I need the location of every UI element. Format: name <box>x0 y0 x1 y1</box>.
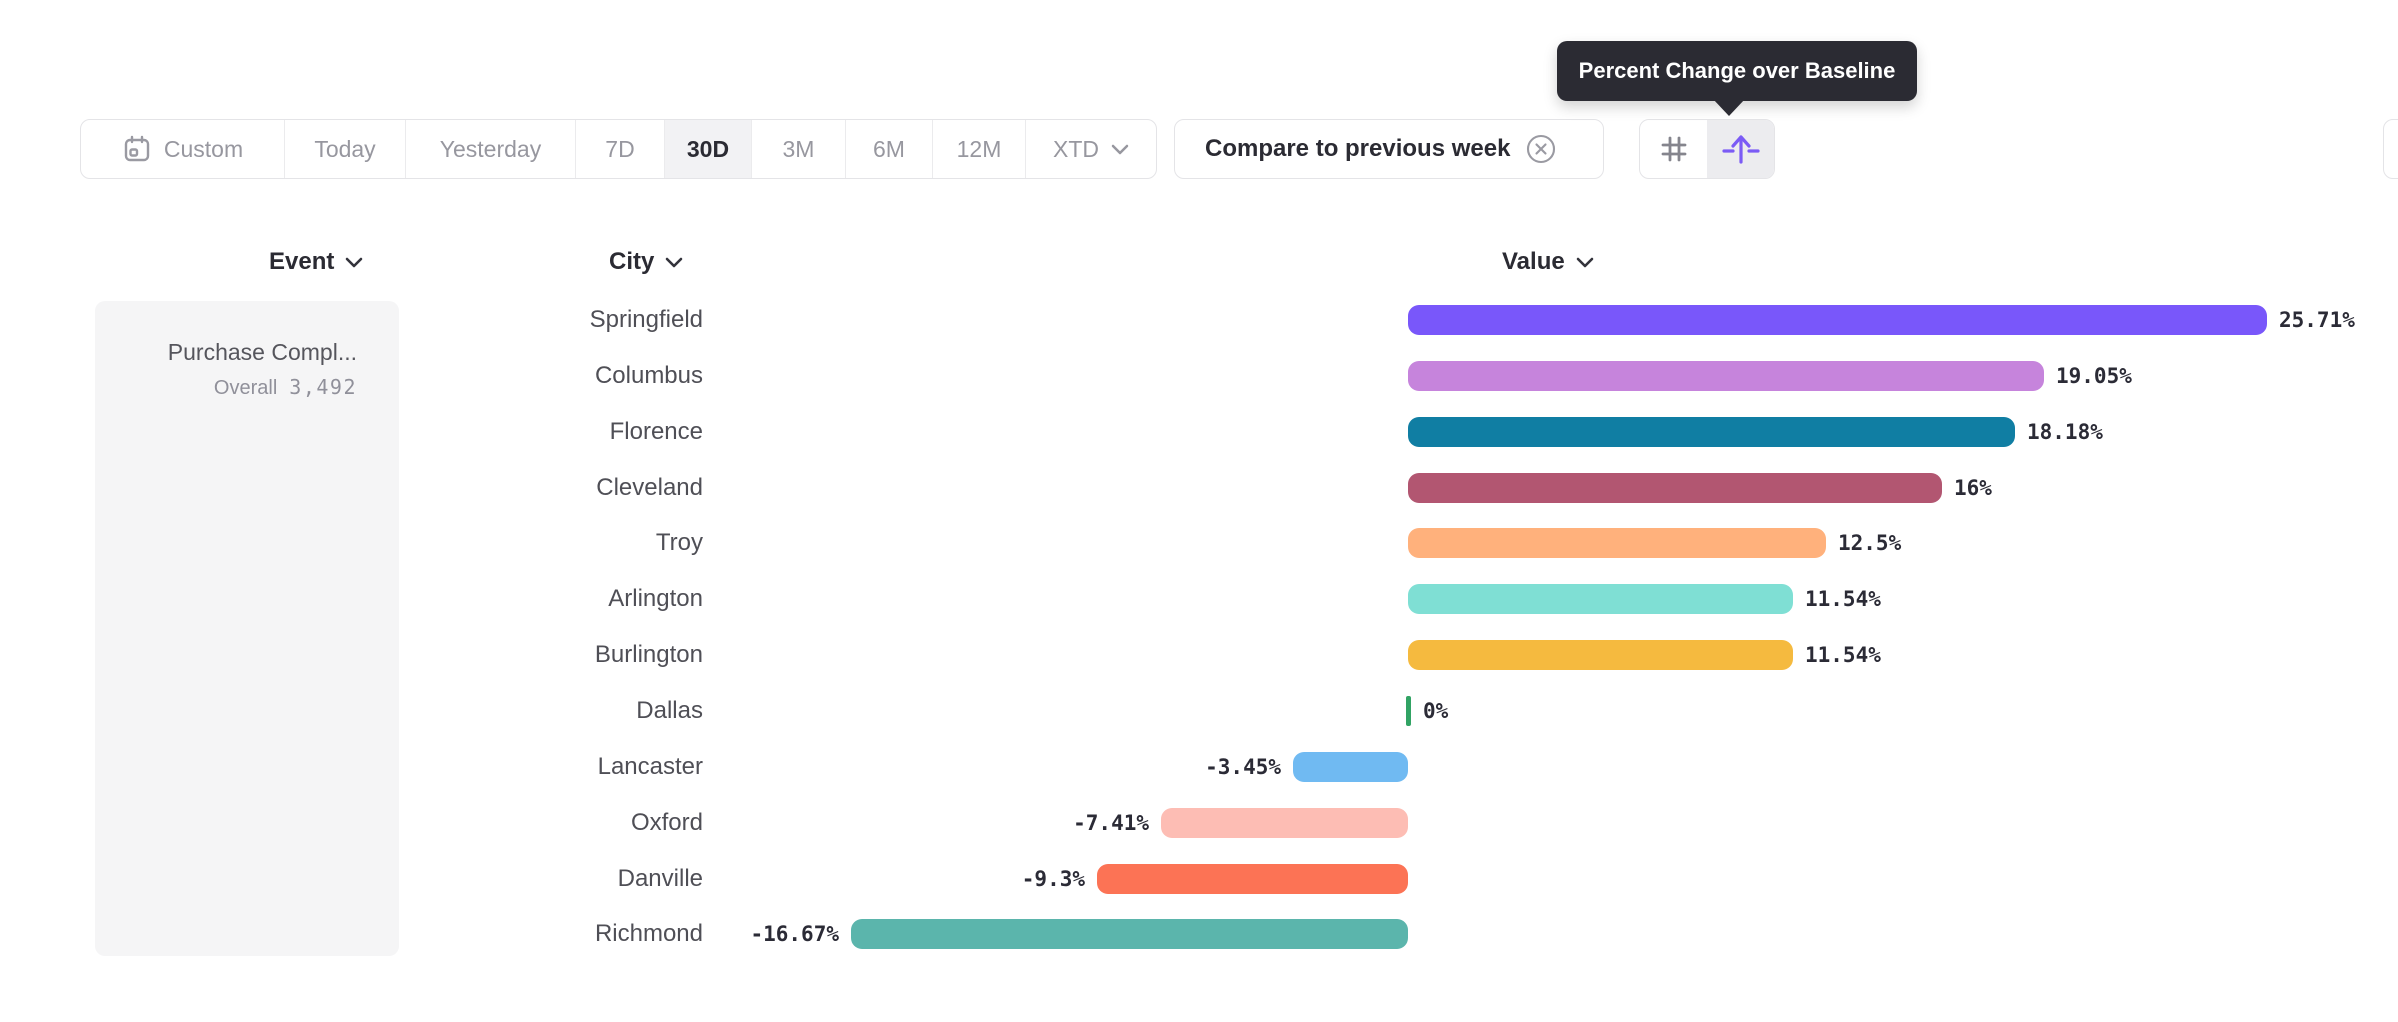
overall-label: Overall <box>213 377 278 399</box>
percent-change-over-baseline-icon <box>1720 131 1762 167</box>
date-range-xtd[interactable]: XTD <box>1026 120 1156 178</box>
value-label-oxford: -7.41% <box>1073 811 1149 835</box>
value-label-columbus: 19.05% <box>2056 364 2132 388</box>
column-header-label: Event <box>269 248 335 275</box>
number-format-button[interactable] <box>1640 120 1707 178</box>
city-label-springfield: Springfield <box>589 306 703 333</box>
chevron-down-icon <box>665 257 683 268</box>
bar-troy[interactable] <box>1408 528 1826 558</box>
date-range-6m[interactable]: 6M <box>846 120 933 178</box>
tooltip-arrow <box>1713 99 1745 116</box>
overall-value: 3,492 <box>289 375 357 399</box>
compare-filter-label: Compare to previous week <box>1205 135 1511 162</box>
city-label-florence: Florence <box>609 418 703 445</box>
value-label-danville: -9.3% <box>1021 867 1085 891</box>
chevron-down-icon <box>1111 144 1129 155</box>
bar-richmond[interactable] <box>851 919 1408 949</box>
city-label-cleveland: Cleveland <box>596 474 703 501</box>
value-label-burlington: 11.54% <box>1805 643 1881 667</box>
calendar-icon <box>122 134 152 164</box>
city-label-columbus: Columbus <box>594 362 703 389</box>
column-header-event[interactable]: Event <box>269 247 363 277</box>
date-range-custom[interactable]: Custom <box>81 120 285 178</box>
percent-change-button[interactable] <box>1707 120 1774 178</box>
date-range-yesterday[interactable]: Yesterday <box>406 120 576 178</box>
city-label-richmond: Richmond <box>594 920 703 947</box>
bar-cleveland[interactable] <box>1408 473 1942 503</box>
city-label-dallas: Dallas <box>636 697 703 724</box>
bar-springfield[interactable] <box>1408 305 2267 335</box>
value-label-cleveland: 16% <box>1954 476 1992 500</box>
chevron-down-icon <box>1576 257 1594 268</box>
bar-florence[interactable] <box>1408 417 2015 447</box>
compare-filter-pill[interactable]: Compare to previous week <box>1174 119 1604 179</box>
date-range-30d[interactable]: 30D <box>665 120 752 178</box>
value-label-dallas: 0% <box>1423 699 1449 723</box>
bar-lancaster[interactable] <box>1293 752 1408 782</box>
partial-button-right-edge[interactable] <box>2383 119 2398 179</box>
remove-compare-icon[interactable] <box>1525 133 1557 165</box>
bar-danville[interactable] <box>1097 864 1408 894</box>
date-range-toolbar: Custom Today Yesterday 7D 30D 3M 6M 12M … <box>80 119 1157 179</box>
date-range-label: XTD <box>1053 135 1099 162</box>
city-label-burlington: Burlington <box>594 641 703 668</box>
value-label-richmond: -16.67% <box>750 922 839 946</box>
city-label-oxford: Oxford <box>630 809 703 836</box>
event-name: Purchase Compl... <box>167 339 357 365</box>
column-header-label: Value <box>1502 248 1565 275</box>
value-label-springfield: 25.71% <box>2279 308 2355 332</box>
date-range-today[interactable]: Today <box>285 120 406 178</box>
bar-dallas[interactable] <box>1406 696 1411 726</box>
city-label-arlington: Arlington <box>608 585 703 612</box>
bar-burlington[interactable] <box>1408 640 1793 670</box>
date-range-12m[interactable]: 12M <box>933 120 1026 178</box>
bar-arlington[interactable] <box>1408 584 1793 614</box>
column-header-label: City <box>609 248 655 275</box>
bar-columbus[interactable] <box>1408 361 2044 391</box>
percent-change-tooltip: Percent Change over Baseline <box>1557 41 1917 101</box>
date-range-3m[interactable]: 3M <box>752 120 846 178</box>
event-card[interactable]: Purchase Compl... Overall 3,492 <box>95 301 399 956</box>
city-label-lancaster: Lancaster <box>597 753 703 780</box>
value-label-arlington: 11.54% <box>1805 587 1881 611</box>
bar-oxford[interactable] <box>1161 808 1408 838</box>
value-label-florence: 18.18% <box>2027 420 2103 444</box>
hash-icon <box>1657 132 1691 166</box>
column-header-value[interactable]: Value <box>1502 247 1594 277</box>
value-label-lancaster: -3.45% <box>1205 755 1281 779</box>
value-label-troy: 12.5% <box>1838 531 1902 555</box>
chevron-down-icon <box>345 257 363 268</box>
date-range-label: Custom <box>163 135 244 162</box>
chart-display-toggle <box>1639 119 1775 179</box>
date-range-7d[interactable]: 7D <box>576 120 665 178</box>
city-label-danville: Danville <box>617 865 703 892</box>
city-label-troy: Troy <box>655 529 703 556</box>
column-header-city[interactable]: City <box>609 247 683 277</box>
event-overall: Overall 3,492 <box>95 375 357 400</box>
